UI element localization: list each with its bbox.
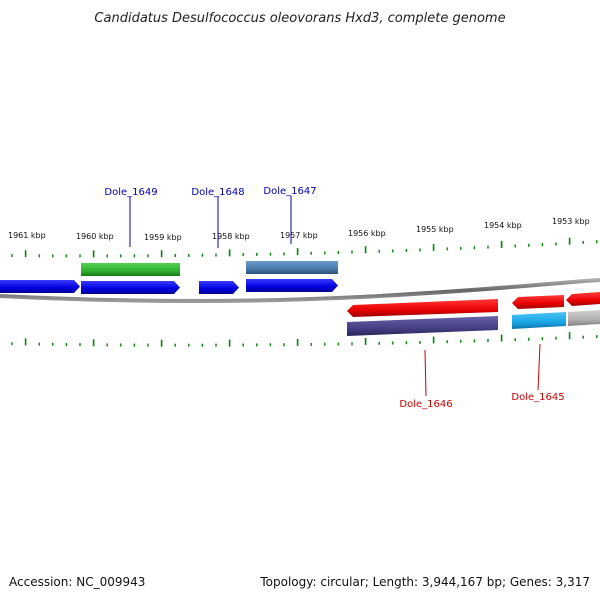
gene-feature-cyan[interactable] — [512, 312, 566, 329]
gene-feature-slate[interactable] — [347, 316, 498, 336]
kbp-label: 1956 kbp — [348, 229, 386, 238]
genome-backbone — [0, 278, 600, 304]
kbp-label: 1954 kbp — [484, 221, 522, 230]
kbp-label: 1955 kbp — [416, 225, 454, 234]
gene-leader-lines — [129, 196, 541, 397]
kbp-label: 1960 kbp — [76, 232, 114, 241]
gene-feature-green[interactable] — [81, 263, 180, 276]
kbp-label: 1953 kbp — [552, 217, 590, 226]
gene-feature-gray[interactable] — [568, 310, 600, 326]
gene-feature-steelblue[interactable] — [246, 261, 338, 274]
kbp-label: 1959 kbp — [144, 233, 182, 242]
kbp-label: 1961 kbp — [8, 231, 46, 240]
gene-arrow-dole-1648[interactable] — [199, 281, 239, 294]
gene-label-dole-1648[interactable]: Dole_1648 — [191, 187, 244, 198]
gene-arrow-dole-1646[interactable] — [347, 299, 498, 317]
gene-arrow-dole-1647[interactable] — [246, 279, 338, 292]
forward-strand-features — [0, 261, 338, 294]
gene-label-dole-1646[interactable]: Dole_1646 — [399, 399, 452, 410]
gene-arrow-dole-1649[interactable] — [81, 281, 180, 294]
kbp-labels: 1961 kbp 1960 kbp 1959 kbp 1958 kbp 1957… — [8, 217, 590, 242]
lower-tick-row — [11, 332, 598, 347]
gene-labels: Dole_1649 Dole_1648 Dole_1647 Dole_1646 … — [104, 186, 564, 410]
leader-dole-1645 — [537, 343, 541, 391]
genome-title: Candidatus Desulfococcus oleovorans Hxd3… — [94, 11, 505, 26]
gene-label-dole-1645[interactable]: Dole_1645 — [511, 392, 564, 403]
gene-label-dole-1647[interactable]: Dole_1647 — [263, 186, 316, 197]
gene-arrow-dole-1645[interactable] — [512, 295, 564, 309]
reverse-strand-features — [347, 292, 600, 336]
accession-label: Accession: NC_009943 — [9, 575, 145, 589]
genome-summary: Topology: circular; Length: 3,944,167 bp… — [259, 575, 590, 589]
leader-dole-1646 — [424, 349, 427, 397]
gene-label-dole-1649[interactable]: Dole_1649 — [104, 187, 157, 198]
gene-arrow-reverse[interactable] — [566, 292, 600, 306]
kbp-label: 1957 kbp — [280, 231, 318, 240]
gene-arrow-forward[interactable] — [0, 280, 80, 293]
kbp-label: 1958 kbp — [212, 232, 250, 241]
upper-tick-row — [11, 237, 598, 258]
